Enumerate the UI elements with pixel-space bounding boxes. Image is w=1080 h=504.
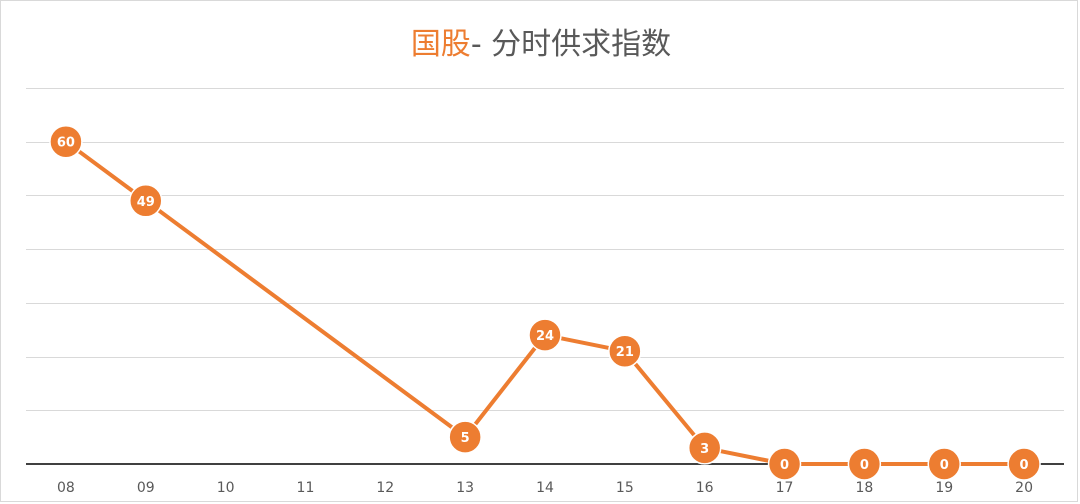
x-tick-label: 18 <box>855 480 873 496</box>
data-label: 5 <box>461 431 470 446</box>
x-tick-label: 12 <box>376 480 394 496</box>
x-tick-label: 19 <box>935 480 953 496</box>
x-tick-label: 20 <box>1015 480 1033 496</box>
data-point <box>767 447 802 481</box>
x-tick-label: 17 <box>776 480 794 496</box>
data-point <box>608 334 642 368</box>
data-point <box>528 318 562 352</box>
data-point <box>847 447 882 481</box>
data-point <box>129 184 163 218</box>
x-tick-label: 11 <box>297 480 315 496</box>
x-tick-label: 09 <box>137 480 155 496</box>
data-label: 0 <box>860 458 869 473</box>
x-tick-label: 14 <box>536 480 554 496</box>
chart-title-accent: 国股 <box>410 27 471 62</box>
data-label: 0 <box>1020 458 1029 473</box>
data-label: 60 <box>57 136 75 151</box>
data-point <box>1007 447 1041 481</box>
data-label: 21 <box>616 345 634 360</box>
data-point <box>687 431 722 465</box>
data-point <box>49 124 83 159</box>
data-label: 0 <box>940 458 949 473</box>
data-point <box>448 420 482 454</box>
data-label: 3 <box>700 442 709 457</box>
series: 60 49 5 24 21 3 0 0 0 0 <box>49 124 1041 481</box>
data-label: 0 <box>780 458 789 473</box>
data-label: 49 <box>137 195 155 210</box>
series-line <box>63 139 1027 466</box>
x-tick-label: 10 <box>217 480 235 496</box>
x-tick-label: 13 <box>456 480 474 496</box>
data-label: 24 <box>536 329 554 344</box>
x-tick-label: 16 <box>696 480 714 496</box>
chart-title: 国股- 分时供求指数 <box>1 23 1080 67</box>
gridlines <box>26 88 1064 411</box>
x-tick-label: 08 <box>57 480 75 496</box>
chart-title-rest: - 分时供求指数 <box>470 27 672 62</box>
data-point <box>927 447 961 481</box>
x-tick-labels: 08 09 10 11 12 13 14 15 16 17 18 19 20 <box>57 480 1033 496</box>
x-tick-label: 15 <box>616 480 634 496</box>
